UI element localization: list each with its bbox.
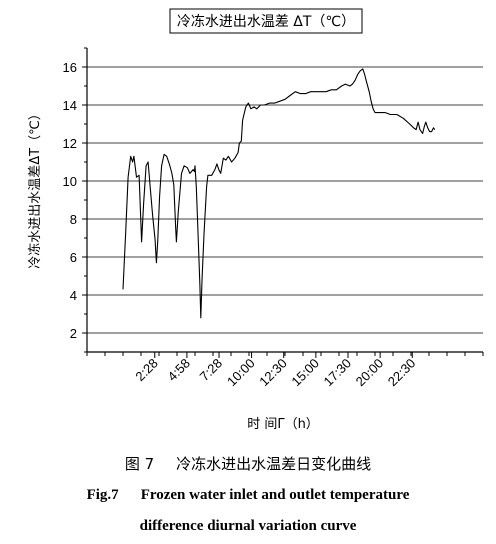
figure-caption-cn: 图 7 冷冻水进出水温差日变化曲线 (0, 453, 496, 474)
tick-labels: 2 4 6 8 10 12 14 16 2:28 4:58 7:2810:0012:3015:001… (63, 60, 419, 389)
figure-caption-en: Fig.7 Frozen water inlet and outlet tempe… (0, 487, 496, 504)
x-tick-label: 17:30 (321, 356, 355, 390)
x-tick-label: 2:28 (132, 356, 161, 385)
legend: 冷冻水进出水温差 ΔT（℃） (169, 8, 363, 34)
y-axis-title: 冷冻水进出水温差ΔT（℃） (27, 107, 43, 268)
y-tick-label: 8 (70, 212, 77, 227)
figure-number-cn: 图 7 (124, 455, 155, 473)
y-tick-label: 6 (70, 250, 77, 265)
data-series (122, 68, 436, 319)
x-tick-label: 4:58 (165, 356, 194, 385)
y-tick-label: 16 (63, 60, 77, 75)
x-axis-title: 时 间Γ（h） (247, 417, 319, 432)
y-tick-label: 4 (70, 288, 77, 303)
x-tick-label: 7:28 (197, 356, 226, 385)
legend-box (169, 8, 363, 34)
y-tick-label: 12 (63, 136, 77, 151)
y-tick-label: 2 (70, 326, 77, 341)
line-chart: 2 4 6 8 10 12 14 16 2:28 4:58 7:2810:0012:3015:001… (27, 8, 484, 432)
figure-title-cn: 冷冻水进出水温差日变化曲线 (176, 455, 372, 473)
y-tick-label: 10 (63, 174, 77, 189)
figure-title-en-line2: difference diurnal variation curve (139, 518, 357, 534)
figure-title-en-line1: Frozen water inlet and outlet temperatur… (140, 487, 410, 503)
gridlines (87, 66, 483, 334)
legend-label: 冷冻水进出水温差 ΔT（℃） (177, 13, 355, 30)
figure-caption-en-line2: difference diurnal variation curve (0, 518, 496, 535)
y-tick-label: 14 (63, 98, 77, 113)
x-tick-label: 12:30 (256, 356, 290, 390)
figure-number-en: Fig.7 (86, 487, 119, 503)
x-tick-label: 15:00 (288, 356, 322, 390)
x-tick-label: 10:00 (224, 356, 258, 390)
x-tick-label: 22:30 (385, 356, 419, 390)
axes (82, 47, 484, 358)
series-line-0 (122, 68, 436, 319)
x-tick-label: 20:00 (353, 356, 387, 390)
